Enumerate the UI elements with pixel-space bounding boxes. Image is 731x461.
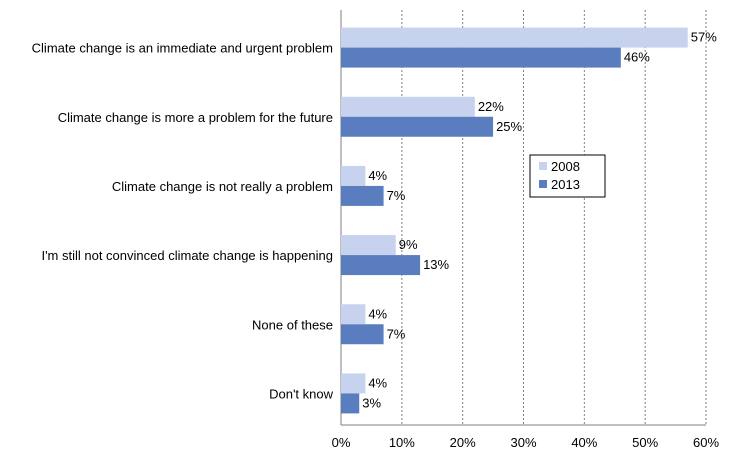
data-labels: 57%46%22%25%4%7%9%13%4%7%4%3% — [362, 30, 717, 411]
legend-swatch — [539, 180, 547, 188]
legend-label: 2008 — [551, 159, 580, 174]
bar-2013 — [341, 255, 421, 276]
data-label: 9% — [399, 237, 418, 252]
data-label: 4% — [368, 168, 387, 183]
category-label: Climate change is not really a problem — [112, 179, 333, 194]
bar-2008 — [341, 235, 396, 256]
data-label: 46% — [624, 50, 650, 65]
x-tick-label: 40% — [571, 435, 597, 450]
category-label: None of these — [252, 317, 333, 332]
x-tick-label: 0% — [332, 435, 351, 450]
category-label: I'm still not convinced climate change i… — [41, 248, 333, 263]
x-axis-ticks: 0% 10% 20% 30% 40% 50% 60% — [332, 435, 720, 450]
x-tick-label: 60% — [693, 435, 719, 450]
bar-2008 — [341, 96, 475, 117]
data-label: 4% — [368, 375, 387, 390]
bars — [341, 27, 688, 414]
x-tick-label: 10% — [389, 435, 415, 450]
bar-2013 — [341, 116, 494, 137]
bar-2008 — [341, 304, 366, 325]
bar-2013 — [341, 393, 360, 414]
gridlines — [340, 10, 707, 426]
bar-2008 — [341, 165, 366, 186]
data-label: 25% — [496, 119, 522, 134]
legend-label: 2013 — [551, 177, 580, 192]
bar-2013 — [341, 324, 384, 345]
data-label: 7% — [387, 326, 406, 341]
x-tick-label: 30% — [510, 435, 536, 450]
data-label: 22% — [478, 99, 504, 114]
bar-2008 — [341, 373, 366, 394]
data-label: 7% — [387, 188, 406, 203]
x-tick-label: 50% — [632, 435, 658, 450]
legend: 2008 2013 — [529, 154, 606, 198]
data-label: 4% — [368, 306, 387, 321]
bar-2013 — [341, 185, 384, 206]
legend-swatch — [539, 162, 547, 170]
bar-2008 — [341, 27, 688, 48]
bar-2013 — [341, 47, 621, 68]
data-label: 3% — [362, 395, 381, 410]
data-label: 57% — [691, 30, 717, 45]
x-tick-label: 20% — [450, 435, 476, 450]
category-label: Climate change is an immediate and urgen… — [32, 41, 333, 56]
category-label: Don't know — [269, 386, 334, 401]
category-labels: Climate change is an immediate and urgen… — [32, 41, 334, 402]
category-label: Climate change is more a problem for the… — [58, 110, 333, 125]
data-label: 13% — [423, 257, 449, 272]
